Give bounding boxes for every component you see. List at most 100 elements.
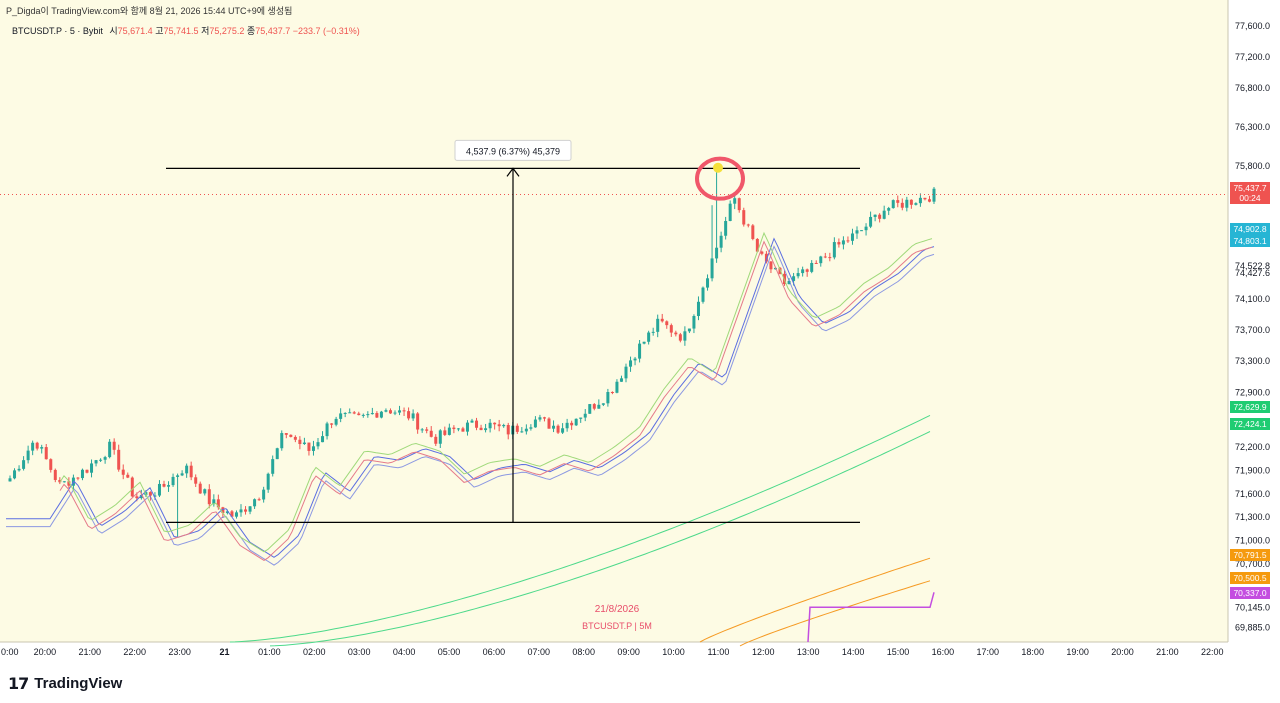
candle-body <box>619 378 623 382</box>
candle-body <box>701 287 705 302</box>
candle-body <box>293 436 297 440</box>
legend-high: 75,741.5 <box>163 26 199 36</box>
candle-body <box>22 460 26 469</box>
time-tick-label: 17:00 <box>977 647 1000 657</box>
candle-body <box>248 506 252 512</box>
ma-band-blue-upper <box>6 237 935 558</box>
candle-body <box>388 410 392 414</box>
candle-body <box>221 507 225 514</box>
ma-band-blue-lower <box>6 245 935 566</box>
candle-body <box>198 483 202 494</box>
candle-body <box>284 433 288 435</box>
time-tick-label: 12:00 <box>752 647 775 657</box>
candle-body <box>629 360 633 367</box>
candle-body <box>687 328 691 332</box>
candle-body <box>62 481 66 483</box>
candle-body <box>8 478 12 482</box>
candle-body <box>642 341 646 344</box>
candle-body <box>302 442 306 445</box>
legend-close-label: 종 <box>246 26 256 36</box>
ma-band-orange-lower <box>739 580 931 647</box>
legend-low: 75,275.2 <box>209 26 245 36</box>
candle-body <box>615 381 619 393</box>
candle-body <box>601 403 605 405</box>
chart-area[interactable]: 0:00 20:00 21:00 22:00 23:00 21 01:00 02:00 03:0… <box>0 0 1280 665</box>
price-badge-label: 72,629.9 <box>1233 402 1266 412</box>
candle-body <box>379 411 383 418</box>
candle-body <box>778 267 782 274</box>
candle-body <box>665 321 669 326</box>
candle-body <box>814 262 818 264</box>
candle-body <box>678 334 682 341</box>
candle-body <box>416 413 420 430</box>
candle-body <box>257 499 261 501</box>
chart-credit: P_Digda이 TradingView.com와 함께 8월 21, 2026… <box>6 6 293 16</box>
candle-body <box>855 230 859 234</box>
ma-band-rainbow-lower <box>59 240 933 561</box>
legend-low-label: 저 <box>201 26 210 36</box>
candle-body <box>330 423 334 425</box>
price-tick-label: 73,300.0 <box>1235 356 1270 366</box>
candle-body <box>805 269 809 272</box>
candle-body <box>792 276 796 281</box>
time-tick-label: 21 <box>219 647 229 657</box>
tradingview-logo[interactable]: 17 TradingView <box>8 674 122 693</box>
candle-body <box>434 436 438 444</box>
price-badge-label: 72,424.1 <box>1233 419 1266 429</box>
measure-arrow-head <box>506 167 520 177</box>
candle-body <box>923 197 927 200</box>
candle-body <box>479 427 483 431</box>
price-tick-label: 71,000.0 <box>1235 536 1270 546</box>
ma-band-green-upper <box>229 414 931 643</box>
candle-body <box>185 465 189 474</box>
footer-bar: 17 TradingView <box>0 665 1280 703</box>
candle-body <box>239 509 243 513</box>
candle-body <box>407 411 411 419</box>
candle-body <box>321 436 325 443</box>
price-badge-label: 75,437.7 <box>1233 183 1266 193</box>
price-tick-label: 74,427.6 <box>1235 268 1270 278</box>
candle-body <box>99 459 103 461</box>
candle-body <box>420 429 424 431</box>
candle-body <box>633 358 637 361</box>
candle-body <box>905 199 909 208</box>
price-badge-countdown: 00:24 <box>1239 193 1261 203</box>
candle-body <box>760 251 764 254</box>
candle-body <box>334 418 338 425</box>
time-tick-label: 21:00 <box>79 647 102 657</box>
candle-body <box>13 470 17 479</box>
symbol-legend: BTCUSDT.P · 5 · Bybit 시75,671.4 고75,741.… <box>12 24 360 37</box>
candle-body <box>674 332 678 335</box>
highlight-dot <box>713 162 723 173</box>
candle-body <box>873 214 877 217</box>
candle-body <box>271 459 275 474</box>
candle-body <box>887 208 891 211</box>
candle-body <box>253 499 257 507</box>
price-tick-label: 71,600.0 <box>1235 489 1270 499</box>
price-badge <box>1230 418 1270 430</box>
candle-body <box>348 412 352 414</box>
time-tick-label: 15:00 <box>887 647 910 657</box>
candle-body <box>429 430 433 437</box>
candle-body <box>58 479 62 483</box>
price-badge-label: 74,803.1 <box>1233 236 1266 246</box>
candle-body <box>719 235 723 248</box>
price-badge-label: 70,791.5 <box>1233 550 1266 560</box>
price-badge <box>1230 182 1270 204</box>
candle-body <box>579 417 583 419</box>
candle-body <box>216 499 220 508</box>
candle-body <box>289 434 293 437</box>
candle-body <box>94 460 98 464</box>
legend-close: 75,437.7 <box>255 26 291 36</box>
price-tick-label: 76,800.0 <box>1235 83 1270 93</box>
candle-body <box>262 489 266 500</box>
price-chart[interactable]: 0:00 20:00 21:00 22:00 23:00 21 01:00 02:00 03:0… <box>0 0 1280 665</box>
candle-body <box>126 474 130 478</box>
candle-body <box>76 477 80 479</box>
candle-body <box>375 413 379 418</box>
candle-body <box>524 428 528 432</box>
candle-body <box>393 412 397 414</box>
candle-body <box>298 439 302 445</box>
candle-body <box>461 428 465 432</box>
candle-body <box>624 366 628 379</box>
